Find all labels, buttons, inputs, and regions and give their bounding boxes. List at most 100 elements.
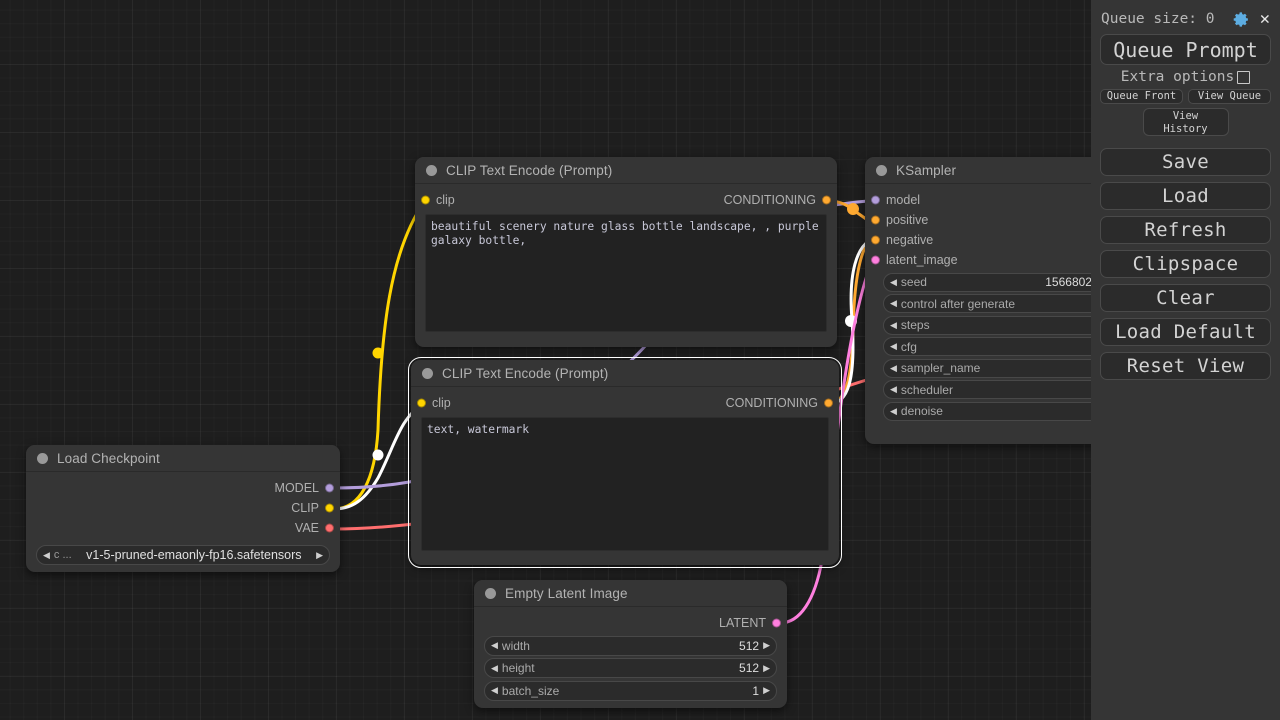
port-label-conditioning: CONDITIONING bbox=[723, 193, 816, 207]
node-collapse-icon[interactable] bbox=[37, 452, 48, 464]
node-header[interactable]: KSampler bbox=[865, 157, 1115, 184]
widget-label: sampler_name bbox=[900, 361, 981, 375]
refresh-button[interactable]: Refresh bbox=[1100, 216, 1271, 244]
port-label-positive: positive bbox=[886, 213, 929, 227]
load-default-button[interactable]: Load Default bbox=[1100, 318, 1271, 346]
increment-arrow-icon[interactable]: ▶ bbox=[763, 640, 770, 650]
decrement-arrow-icon[interactable]: ◀ bbox=[890, 384, 897, 394]
port-dot-model-icon[interactable] bbox=[325, 483, 334, 493]
node-header[interactable]: CLIP Text Encode (Prompt) bbox=[415, 157, 837, 184]
clear-button[interactable]: Clear bbox=[1100, 284, 1271, 312]
extra-options-checkbox[interactable] bbox=[1237, 70, 1251, 84]
decrement-arrow-icon[interactable]: ◀ bbox=[890, 341, 897, 351]
widget-ckpt-name[interactable]: ◀ c ... v1-5-pruned-emaonly-fp16.safeten… bbox=[36, 545, 330, 565]
node-collapse-icon[interactable] bbox=[876, 164, 887, 176]
port-dot-vae-icon[interactable] bbox=[325, 523, 334, 533]
previous-arrow-icon[interactable]: ◀ bbox=[43, 549, 50, 560]
port-dot-model-icon[interactable] bbox=[871, 195, 880, 205]
widget-value: 512 bbox=[739, 661, 760, 675]
port-label-conditioning: CONDITIONING bbox=[725, 396, 818, 410]
decrement-arrow-icon[interactable]: ◀ bbox=[890, 276, 897, 287]
port-row-latent-image: latent_image bbox=[865, 250, 1115, 270]
node-clip-text-encode-negative[interactable]: CLIP Text Encode (Prompt) clip CONDITION… bbox=[408, 357, 842, 568]
port-label-model: model bbox=[886, 193, 921, 207]
widget-height[interactable]: ◀ height 512 ▶ bbox=[484, 658, 777, 678]
port-label-latent: LATENT bbox=[719, 616, 766, 630]
port-dot-latent-icon[interactable] bbox=[772, 618, 781, 628]
port-dot-latent-image-icon[interactable] bbox=[871, 255, 880, 265]
port-dot-negative-icon[interactable] bbox=[871, 235, 880, 245]
decrement-arrow-icon[interactable]: ◀ bbox=[491, 662, 498, 673]
clipspace-button[interactable]: Clipspace bbox=[1100, 250, 1271, 278]
decrement-arrow-icon[interactable]: ◀ bbox=[890, 319, 897, 330]
node-body: clip CONDITIONING text, watermark bbox=[411, 387, 839, 560]
port-row-positive: positive bbox=[865, 210, 1115, 230]
widget-batch-size[interactable]: ◀ batch_size 1 ▶ bbox=[484, 680, 777, 701]
widget-width[interactable]: ◀ width 512 ▶ bbox=[484, 635, 777, 656]
widget-control-after-generate[interactable]: ◀ control after generate ran bbox=[883, 294, 1115, 313]
widget-steps[interactable]: ◀ steps bbox=[883, 315, 1115, 335]
increment-arrow-icon[interactable]: ▶ bbox=[763, 662, 770, 673]
widget-seed[interactable]: ◀ seed 1566802087 bbox=[883, 272, 1115, 292]
view-queue-button[interactable]: View Queue bbox=[1188, 89, 1271, 104]
load-button[interactable]: Load bbox=[1100, 182, 1271, 210]
decrement-arrow-icon[interactable]: ◀ bbox=[890, 405, 897, 416]
node-body: LATENT ◀ width 512 ▶ ◀ height 512 ▶ ◀ bbox=[474, 607, 787, 712]
gear-icon[interactable] bbox=[1233, 11, 1250, 28]
extra-options-row[interactable]: Extra options bbox=[1100, 65, 1271, 89]
port-row-vae: VAE bbox=[26, 518, 340, 538]
port-label-clip: clip bbox=[436, 193, 455, 207]
port-dot-clip-icon[interactable] bbox=[421, 195, 430, 205]
decrement-arrow-icon[interactable]: ◀ bbox=[491, 640, 498, 650]
node-header[interactable]: Empty Latent Image bbox=[474, 580, 787, 607]
reset-view-button[interactable]: Reset View bbox=[1100, 352, 1271, 380]
node-collapse-icon[interactable] bbox=[426, 164, 437, 176]
port-row: clip CONDITIONING bbox=[411, 393, 839, 413]
widget-cfg[interactable]: ◀ cfg bbox=[883, 337, 1115, 356]
menu-header-icons: ✕ bbox=[1233, 8, 1270, 29]
increment-arrow-icon[interactable]: ▶ bbox=[763, 685, 770, 695]
widget-sampler-name[interactable]: ◀ sampler_name bbox=[883, 358, 1115, 378]
port-label-vae: VAE bbox=[294, 521, 319, 535]
widget-scheduler[interactable]: ◀ scheduler bbox=[883, 380, 1115, 399]
decrement-arrow-icon[interactable]: ◀ bbox=[491, 685, 498, 695]
port-label-latent-image: latent_image bbox=[886, 253, 958, 267]
port-dot-conditioning-icon[interactable] bbox=[824, 398, 833, 408]
node-load-checkpoint[interactable]: Load Checkpoint MODEL CLIP VAE ◀ c ... bbox=[26, 445, 340, 572]
node-collapse-icon[interactable] bbox=[422, 367, 433, 379]
save-button[interactable]: Save bbox=[1100, 148, 1271, 176]
queue-size-label: Queue size: 0 bbox=[1101, 11, 1215, 27]
node-collapse-icon[interactable] bbox=[485, 587, 496, 599]
port-label-clip: CLIP bbox=[291, 501, 319, 515]
port-label-clip: clip bbox=[432, 396, 451, 410]
next-arrow-icon[interactable]: ▶ bbox=[316, 549, 323, 560]
node-clip-text-encode-positive[interactable]: CLIP Text Encode (Prompt) clip CONDITION… bbox=[415, 157, 837, 347]
node-title: CLIP Text Encode (Prompt) bbox=[442, 365, 609, 381]
prompt-textarea[interactable]: beautiful scenery nature glass bottle la… bbox=[425, 214, 827, 332]
widget-label: denoise bbox=[900, 404, 943, 418]
widget-label: batch_size bbox=[501, 683, 560, 698]
widget-label: cfg bbox=[900, 339, 917, 354]
decrement-arrow-icon[interactable]: ◀ bbox=[890, 298, 897, 308]
widget-label: steps bbox=[900, 318, 930, 332]
widget-label: seed bbox=[900, 275, 927, 289]
port-dot-clip-icon[interactable] bbox=[325, 503, 334, 513]
widget-denoise[interactable]: ◀ denoise bbox=[883, 401, 1115, 421]
node-header[interactable]: CLIP Text Encode (Prompt) bbox=[411, 360, 839, 387]
node-header[interactable]: Load Checkpoint bbox=[26, 445, 340, 472]
close-icon[interactable]: ✕ bbox=[1259, 8, 1270, 29]
decrement-arrow-icon[interactable]: ◀ bbox=[890, 362, 897, 373]
port-dot-positive-icon[interactable] bbox=[871, 215, 880, 225]
prompt-textarea[interactable]: text, watermark bbox=[421, 417, 829, 551]
node-ksampler[interactable]: KSampler model positive negative latent bbox=[865, 157, 1115, 444]
queue-prompt-button[interactable]: Queue Prompt bbox=[1100, 34, 1271, 65]
menu-header: Queue size: 0 ✕ bbox=[1100, 6, 1271, 32]
port-dot-clip-icon[interactable] bbox=[417, 398, 426, 408]
node-empty-latent-image[interactable]: Empty Latent Image LATENT ◀ width 512 ▶ … bbox=[474, 580, 787, 708]
view-history-button[interactable]: View History bbox=[1142, 108, 1229, 136]
port-row-latent: LATENT bbox=[474, 613, 787, 633]
port-dot-conditioning-icon[interactable] bbox=[822, 195, 831, 205]
queue-front-button[interactable]: Queue Front bbox=[1100, 89, 1183, 104]
